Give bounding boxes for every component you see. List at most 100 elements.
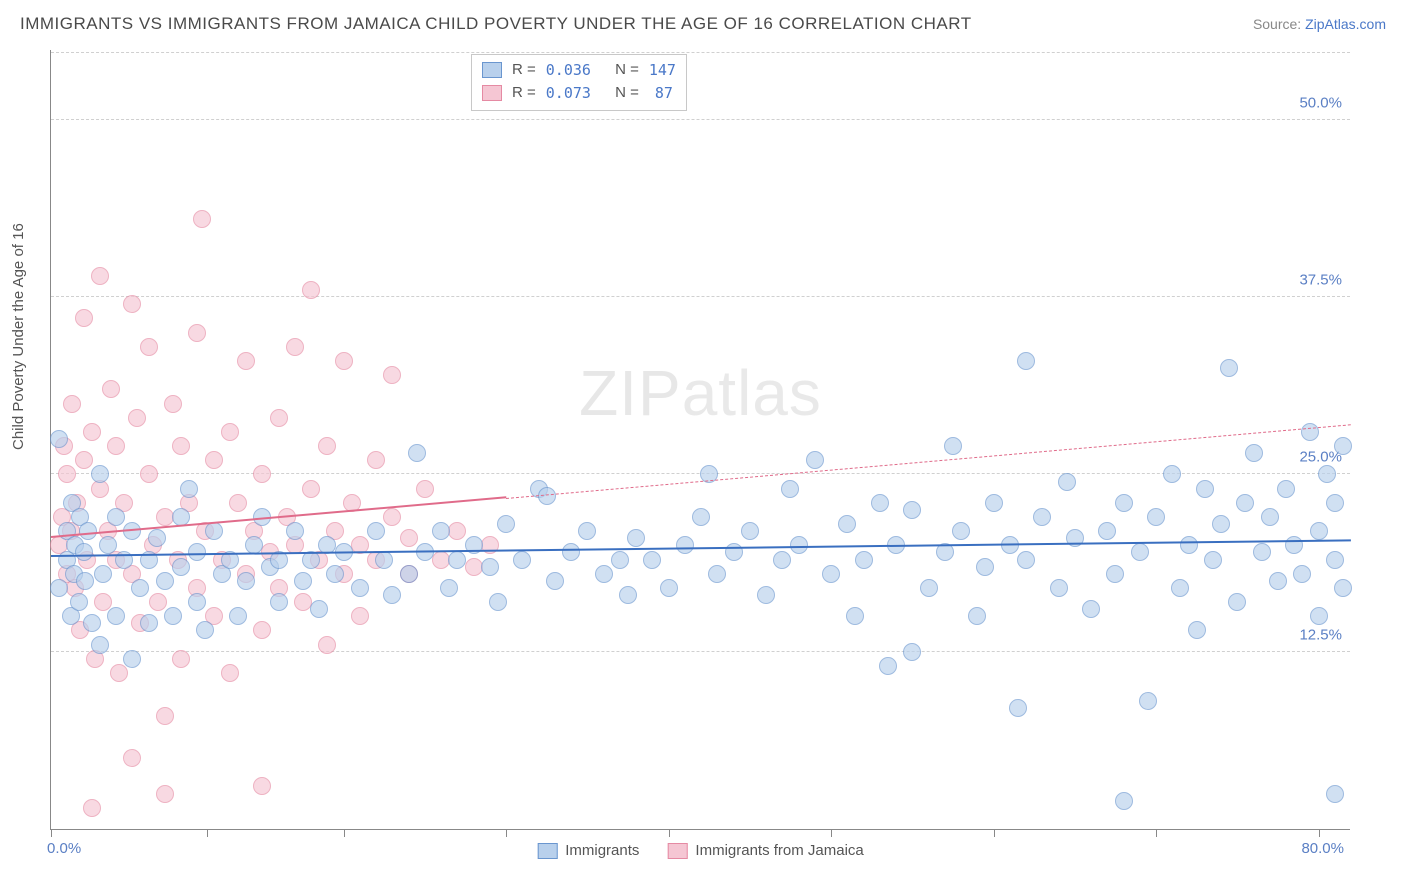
x-tick — [506, 829, 507, 837]
data-point-immigrants — [180, 480, 198, 498]
stats-legend: R = 0.036 N = 147 R = 0.073 N = 87 — [471, 54, 687, 111]
data-point-immigrants — [1139, 692, 1157, 710]
data-point-jamaica — [302, 281, 320, 299]
data-point-jamaica — [58, 465, 76, 483]
data-point-immigrants — [1188, 621, 1206, 639]
swatch-jamaica — [667, 843, 687, 859]
source-link[interactable]: ZipAtlas.com — [1305, 16, 1386, 32]
n-label: N = — [615, 59, 639, 82]
data-point-immigrants — [75, 543, 93, 561]
data-point-immigrants — [838, 515, 856, 533]
data-point-immigrants — [286, 522, 304, 540]
data-point-immigrants — [123, 650, 141, 668]
x-axis-min-label: 0.0% — [47, 840, 81, 857]
y-tick-label: 37.5% — [1299, 272, 1342, 289]
data-point-jamaica — [221, 664, 239, 682]
x-tick — [1319, 829, 1320, 837]
data-point-jamaica — [156, 785, 174, 803]
data-point-immigrants — [1180, 536, 1198, 554]
data-point-jamaica — [75, 451, 93, 469]
data-point-jamaica — [416, 480, 434, 498]
data-point-jamaica — [383, 508, 401, 526]
r-label: R = — [512, 59, 536, 82]
data-point-immigrants — [91, 636, 109, 654]
data-point-immigrants — [562, 543, 580, 561]
data-point-immigrants — [1310, 607, 1328, 625]
legend-item-jamaica: Immigrants from Jamaica — [667, 842, 863, 859]
data-point-immigrants — [229, 607, 247, 625]
data-point-jamaica — [318, 636, 336, 654]
data-point-immigrants — [1033, 508, 1051, 526]
data-point-jamaica — [110, 664, 128, 682]
data-point-immigrants — [1017, 551, 1035, 569]
legend-item-immigrants: Immigrants — [537, 842, 639, 859]
data-point-jamaica — [140, 338, 158, 356]
data-point-immigrants — [1009, 699, 1027, 717]
data-point-immigrants — [855, 551, 873, 569]
data-point-immigrants — [50, 579, 68, 597]
data-point-immigrants — [408, 444, 426, 462]
scatter-plot-area: ZIPatlas R = 0.036 N = 147 R = 0.073 N =… — [50, 50, 1350, 830]
data-point-immigrants — [1310, 522, 1328, 540]
data-point-immigrants — [1326, 551, 1344, 569]
data-point-jamaica — [221, 423, 239, 441]
data-point-immigrants — [497, 515, 515, 533]
data-point-jamaica — [193, 210, 211, 228]
watermark: ZIPatlas — [579, 356, 822, 430]
data-point-immigrants — [375, 551, 393, 569]
data-point-jamaica — [83, 799, 101, 817]
data-point-immigrants — [131, 579, 149, 597]
data-point-immigrants — [156, 572, 174, 590]
data-point-jamaica — [128, 409, 146, 427]
data-point-immigrants — [1236, 494, 1254, 512]
data-point-immigrants — [1253, 543, 1271, 561]
legend-label-jamaica: Immigrants from Jamaica — [695, 842, 863, 859]
n-value-immigrants: 147 — [649, 59, 676, 82]
data-point-immigrants — [944, 437, 962, 455]
data-point-immigrants — [270, 593, 288, 611]
swatch-immigrants — [482, 62, 502, 78]
data-point-immigrants — [1334, 579, 1352, 597]
data-point-immigrants — [1115, 792, 1133, 810]
data-point-immigrants — [1171, 579, 1189, 597]
trend-line-jamaica-dashed — [506, 424, 1351, 499]
data-point-immigrants — [1204, 551, 1222, 569]
data-point-immigrants — [432, 522, 450, 540]
data-point-jamaica — [205, 451, 223, 469]
data-point-immigrants — [627, 529, 645, 547]
data-point-immigrants — [1212, 515, 1230, 533]
data-point-jamaica — [75, 309, 93, 327]
data-point-jamaica — [229, 494, 247, 512]
data-point-immigrants — [1277, 480, 1295, 498]
swatch-jamaica — [482, 85, 502, 101]
data-point-immigrants — [692, 508, 710, 526]
data-point-immigrants — [806, 451, 824, 469]
data-point-immigrants — [879, 657, 897, 675]
x-tick — [994, 829, 995, 837]
data-point-immigrants — [310, 600, 328, 618]
data-point-jamaica — [253, 465, 271, 483]
data-point-jamaica — [164, 395, 182, 413]
gridline-h — [51, 119, 1350, 120]
data-point-immigrants — [481, 558, 499, 576]
data-point-immigrants — [976, 558, 994, 576]
data-point-immigrants — [367, 522, 385, 540]
data-point-immigrants — [546, 572, 564, 590]
data-point-immigrants — [1115, 494, 1133, 512]
data-point-immigrants — [188, 593, 206, 611]
data-point-immigrants — [237, 572, 255, 590]
x-tick — [344, 829, 345, 837]
data-point-jamaica — [351, 607, 369, 625]
data-point-immigrants — [1228, 593, 1246, 611]
data-point-immigrants — [1131, 543, 1149, 561]
data-point-jamaica — [63, 395, 81, 413]
data-point-immigrants — [1326, 785, 1344, 803]
data-point-immigrants — [1293, 565, 1311, 583]
x-tick — [669, 829, 670, 837]
data-point-immigrants — [1017, 352, 1035, 370]
data-point-immigrants — [822, 565, 840, 583]
data-point-immigrants — [94, 565, 112, 583]
data-point-jamaica — [367, 451, 385, 469]
y-tick-label: 12.5% — [1299, 626, 1342, 643]
data-point-immigrants — [99, 536, 117, 554]
